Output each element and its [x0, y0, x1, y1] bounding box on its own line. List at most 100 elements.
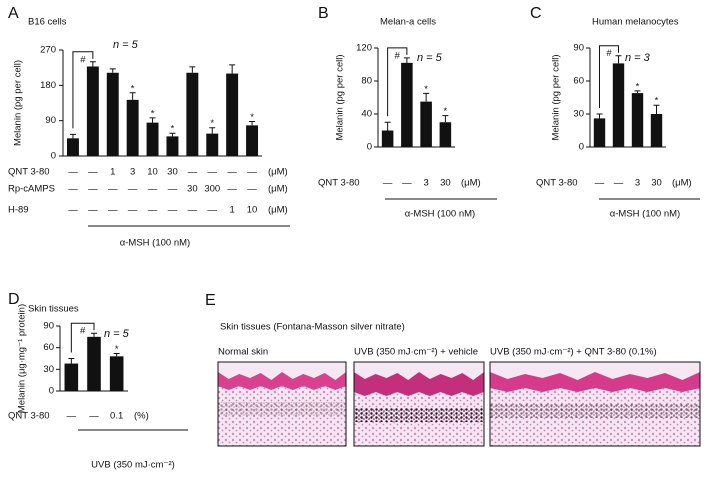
- group-label: α-MSH (100 nM): [120, 238, 190, 249]
- image-label: Normal skin: [218, 347, 268, 358]
- row-cell: —: [108, 184, 118, 195]
- y-tick-label: 120: [356, 43, 372, 54]
- significance-mark: *: [250, 112, 254, 123]
- bracket-label: #: [606, 48, 612, 59]
- bar: [420, 101, 432, 147]
- row-cell: —: [227, 184, 237, 195]
- row-cell: —: [595, 178, 605, 189]
- significance-mark: *: [636, 81, 640, 92]
- error-bar: [209, 127, 216, 134]
- bar: [64, 363, 79, 391]
- bar: [226, 73, 239, 156]
- bar: [126, 99, 139, 156]
- error-bar: [189, 66, 196, 73]
- melanin-layer: [218, 402, 346, 416]
- row-cell: 1: [230, 205, 235, 216]
- panel-letter: E: [205, 292, 216, 309]
- y-tick-label: 30: [43, 364, 54, 375]
- bar: [66, 138, 79, 156]
- y-axis-label: Melanin (pg per cell): [13, 60, 24, 146]
- row-cell: 30: [187, 184, 198, 195]
- error-bar: [634, 90, 641, 94]
- error-bar: [615, 55, 622, 64]
- image-border: [217, 361, 347, 447]
- histology-images: Normal skin UVB (350 mJ·cm⁻²) + vehicle UV…: [217, 347, 701, 447]
- row-cell: —: [227, 167, 237, 178]
- row-cell: —: [208, 205, 218, 216]
- significance-mark: *: [444, 106, 448, 117]
- bracket: [72, 51, 94, 129]
- bar: [106, 72, 119, 156]
- row-cell: —: [88, 205, 98, 216]
- y-tick-label: 90: [45, 115, 56, 126]
- row-cell: —: [247, 184, 257, 195]
- row-unit: (μM): [268, 205, 288, 216]
- row-label: H-89: [8, 205, 29, 216]
- bar: [593, 118, 606, 147]
- y-axis-label: Melanin (pg per cell): [551, 54, 562, 140]
- bar: [381, 130, 394, 147]
- group-label: α-MSH (100 nM): [405, 209, 475, 220]
- row-cell: —: [89, 411, 99, 422]
- y-axis-label: Melanin (pg per cell): [335, 54, 346, 140]
- error-bar: [169, 132, 176, 137]
- significance-mark: *: [424, 84, 428, 95]
- row-cell: —: [188, 167, 198, 178]
- error-bar: [91, 332, 97, 337]
- error-bar: [89, 61, 96, 67]
- significance-mark: *: [131, 83, 135, 94]
- row-cell: —: [148, 205, 158, 216]
- image-label: UVB (350 mJ·cm⁻²) + QNT 3-80 (0.1%): [490, 347, 657, 358]
- y-tick-label: 60: [43, 342, 54, 353]
- image-label: UVB (350 mJ·cm⁻²) + vehicle: [354, 347, 478, 358]
- row-label: QNT 3-80: [8, 167, 50, 178]
- error-bar: [384, 121, 391, 131]
- error-bar: [68, 358, 75, 364]
- row-cell: 30: [651, 178, 662, 189]
- error-bar: [69, 133, 76, 139]
- bar: [186, 72, 199, 156]
- significance-mark: *: [655, 96, 659, 107]
- melanin-layer: [354, 408, 484, 422]
- panel-letter: C: [530, 5, 542, 22]
- row-label: QNT 3-80: [318, 178, 360, 189]
- bar: [87, 336, 101, 391]
- y-tick-label: 30: [573, 109, 584, 120]
- row-cell: —: [148, 184, 158, 195]
- y-tick-label: 80: [361, 76, 372, 87]
- bar: [146, 122, 159, 156]
- row-cell: —: [128, 205, 138, 216]
- chart-title: Skin tissues: [28, 304, 79, 315]
- row-cell: —: [188, 205, 198, 216]
- epidermis-band: [354, 372, 484, 396]
- row-label: QNT 3-80: [8, 411, 50, 422]
- bracket: [387, 47, 408, 117]
- y-tick-label: 0: [51, 151, 56, 162]
- row-cell: —: [67, 411, 77, 422]
- bar: [166, 136, 179, 156]
- chart-title: Melan-a cells: [380, 17, 436, 28]
- image-border: [489, 361, 701, 447]
- epidermis-band: [218, 372, 346, 390]
- row-cell: —: [68, 205, 78, 216]
- row-unit: (μM): [672, 178, 692, 189]
- bar: [401, 62, 413, 147]
- row-cell: —: [402, 178, 412, 189]
- melanin-layer: [490, 404, 700, 418]
- n-label: n = 3: [625, 52, 651, 64]
- error-bar: [423, 92, 430, 102]
- significance-mark: *: [115, 344, 119, 355]
- y-tick-label: 0: [49, 386, 54, 397]
- row-cell: 3: [423, 178, 428, 189]
- row-cell: —: [68, 167, 78, 178]
- row-label: Rp-cAMPS: [8, 184, 55, 195]
- row-cell: —: [88, 184, 98, 195]
- row-unit: (%): [134, 411, 149, 422]
- significance-mark: *: [171, 124, 175, 135]
- row-cell: —: [614, 178, 624, 189]
- row-unit: (μM): [268, 167, 288, 178]
- error-bar: [596, 113, 603, 119]
- bar: [631, 93, 644, 147]
- error-bar: [653, 104, 660, 114]
- bar: [109, 356, 124, 391]
